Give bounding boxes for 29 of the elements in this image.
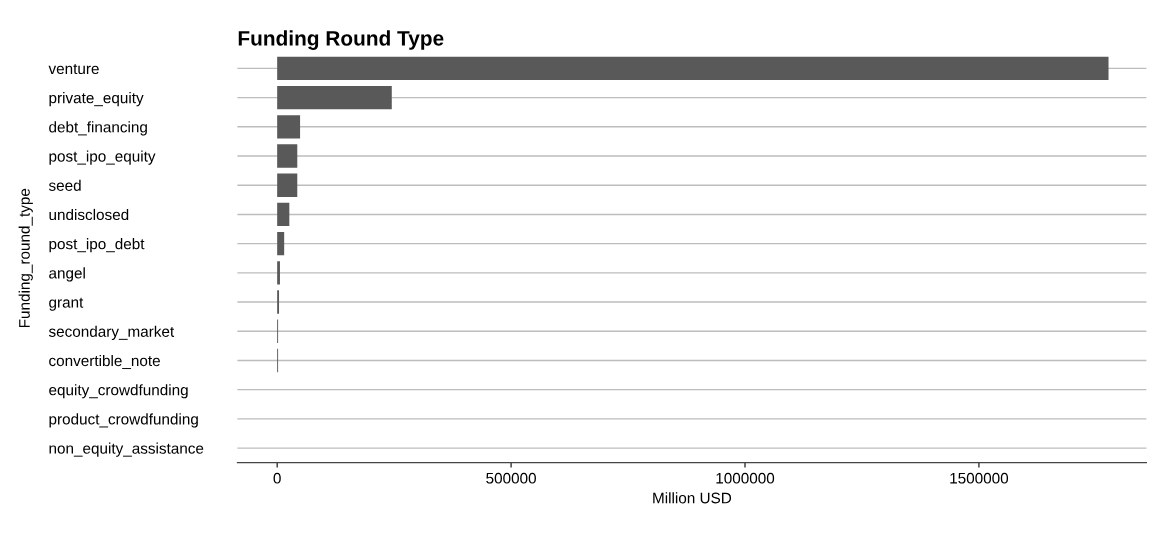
bar: [277, 261, 280, 285]
bar: [277, 85, 392, 110]
bar: [277, 56, 1109, 81]
y-tick-label: post_ipo_equity: [49, 150, 156, 165]
y-tick-label: venture: [48, 64, 99, 75]
y-tick-label: secondary_market: [48, 325, 175, 340]
x-tick-label: 1500000: [950, 472, 1009, 484]
chart-title: Funding Round Type: [238, 30, 444, 50]
bar: [277, 115, 301, 139]
bar: [277, 231, 285, 256]
y-tick-label: debt_financing: [49, 121, 147, 136]
y-tick-label: undisclosed: [49, 208, 129, 221]
x-axis-title: Million USD: [653, 492, 732, 504]
x-tick-label: 1000000: [716, 472, 775, 484]
y-tick-label: equity_crowdfunding: [49, 384, 188, 399]
y-axis-title: Funding_round_type: [18, 188, 33, 328]
y-tick-label: seed: [48, 179, 81, 191]
y-tick-label: private_equity: [49, 92, 144, 107]
bar: [277, 173, 298, 197]
y-tick-label: grant: [49, 297, 84, 311]
y-tick-label: post_ipo_debt: [49, 238, 145, 253]
y-tick-label: non_equity_assistance: [49, 442, 204, 457]
x-tick-label: 0: [273, 472, 281, 484]
bar: [277, 202, 290, 227]
y-tick-label: convertible_note: [49, 354, 160, 370]
y-tick-label: product_crowdfunding: [49, 413, 198, 428]
bar: [277, 144, 298, 168]
x-tick-label: 500000: [486, 472, 536, 484]
y-tick-label: angel: [49, 267, 85, 282]
